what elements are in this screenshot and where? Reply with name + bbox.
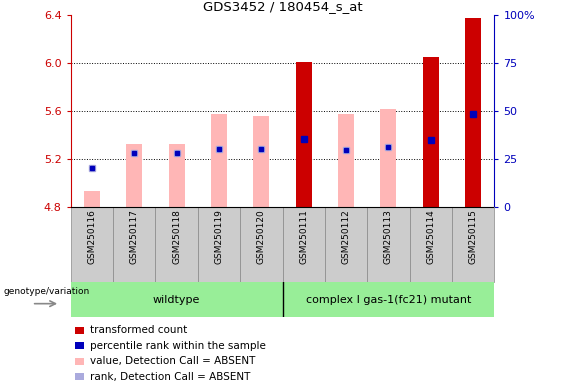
Title: GDS3452 / 180454_s_at: GDS3452 / 180454_s_at — [203, 0, 362, 13]
Text: genotype/variation: genotype/variation — [3, 287, 90, 296]
Text: GSM250114: GSM250114 — [427, 210, 435, 264]
Bar — [71, 282, 282, 317]
Text: GSM250116: GSM250116 — [88, 210, 96, 265]
Text: rank, Detection Call = ABSENT: rank, Detection Call = ABSENT — [90, 372, 250, 382]
Bar — [282, 282, 494, 317]
Bar — [155, 207, 198, 282]
Text: GSM250112: GSM250112 — [342, 210, 350, 264]
Bar — [240, 207, 282, 282]
Text: transformed count: transformed count — [90, 325, 187, 335]
Text: percentile rank within the sample: percentile rank within the sample — [90, 341, 266, 351]
Bar — [168, 144, 185, 207]
Bar — [325, 207, 367, 282]
Bar — [282, 207, 325, 282]
Bar — [198, 207, 240, 282]
Bar — [75, 358, 84, 364]
Bar — [338, 114, 354, 207]
Bar — [84, 190, 100, 207]
Bar — [126, 144, 142, 207]
Text: GSM250111: GSM250111 — [299, 210, 308, 265]
Bar — [75, 327, 84, 334]
Text: GSM250115: GSM250115 — [469, 210, 477, 265]
Bar — [380, 109, 397, 207]
Text: GSM250119: GSM250119 — [215, 210, 223, 265]
Bar — [211, 114, 227, 207]
Bar — [113, 207, 155, 282]
Text: value, Detection Call = ABSENT: value, Detection Call = ABSENT — [90, 356, 255, 366]
Text: wildtype: wildtype — [153, 295, 200, 305]
Bar — [295, 62, 312, 207]
Bar — [253, 116, 270, 207]
Text: complex I gas-1(fc21) mutant: complex I gas-1(fc21) mutant — [306, 295, 471, 305]
Text: GSM250113: GSM250113 — [384, 210, 393, 265]
Bar — [71, 207, 113, 282]
Text: GSM250118: GSM250118 — [172, 210, 181, 265]
Bar — [75, 373, 84, 380]
Bar — [75, 343, 84, 349]
Bar — [465, 18, 481, 207]
Bar — [367, 207, 410, 282]
Bar — [410, 207, 452, 282]
Text: GSM250120: GSM250120 — [257, 210, 266, 264]
Bar — [452, 207, 494, 282]
Bar — [423, 57, 439, 207]
Text: GSM250117: GSM250117 — [130, 210, 138, 265]
